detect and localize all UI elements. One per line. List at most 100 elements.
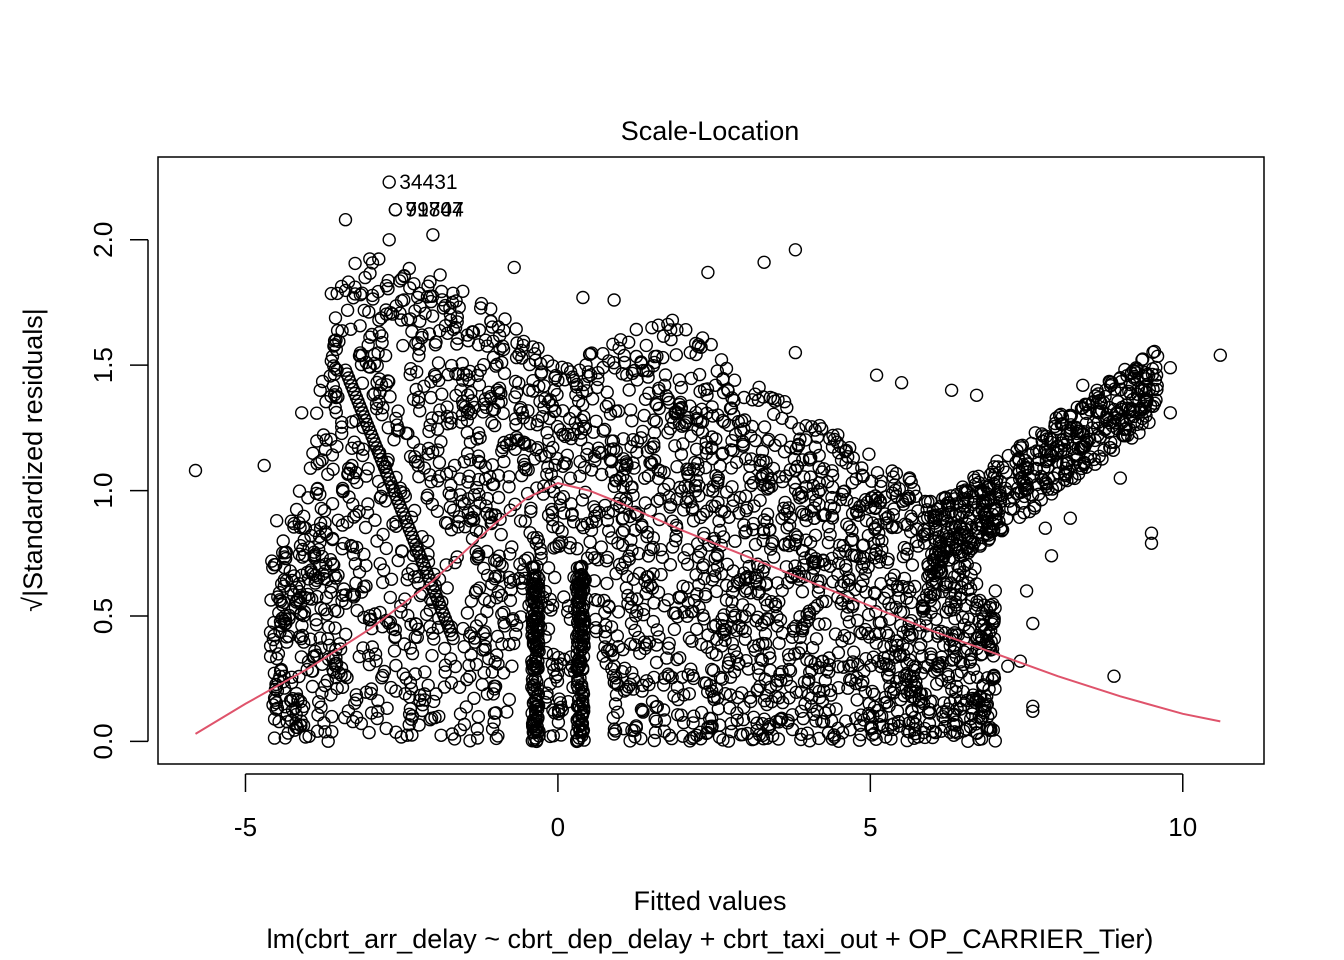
outlier-point: [1138, 366, 1153, 380]
data-point: [705, 711, 719, 726]
data-point: [570, 595, 584, 609]
data-point: [529, 443, 543, 457]
data-point: [1049, 480, 1063, 494]
data-point: [714, 567, 729, 581]
data-point: [467, 691, 481, 705]
data-point: [739, 452, 753, 466]
data-point: [679, 323, 693, 337]
data-point: [853, 718, 867, 732]
data-point: [444, 478, 458, 492]
data-point: [715, 672, 729, 686]
data-point: [361, 497, 375, 511]
data-point: [739, 524, 753, 538]
data-point: [626, 488, 640, 503]
data-point: [331, 604, 345, 619]
data-point: [357, 580, 371, 594]
data-point: [463, 734, 477, 748]
outlier-point: [576, 290, 590, 305]
data-point: [412, 390, 426, 404]
data-point: [521, 404, 535, 418]
data-point: [315, 686, 329, 700]
data-point: [469, 552, 484, 566]
data-point: [543, 445, 557, 459]
data-point: [811, 574, 825, 588]
data-point: [525, 577, 539, 591]
data-point: [382, 616, 396, 630]
data-point: [516, 338, 530, 353]
data-point: [412, 348, 426, 363]
data-point: [951, 559, 965, 574]
data-point: [628, 730, 642, 744]
data-point: [624, 480, 638, 495]
data-point: [755, 618, 769, 632]
data-point: [818, 673, 832, 688]
data-point: [975, 486, 989, 501]
data-point: [389, 515, 403, 529]
data-point: [763, 522, 777, 537]
data-point: [430, 504, 445, 518]
data-point: [473, 496, 487, 510]
data-point: [650, 494, 664, 508]
data-point: [327, 339, 341, 353]
data-point: [561, 605, 575, 619]
data-point: [1061, 455, 1075, 470]
data-point: [491, 585, 506, 599]
data-point: [380, 701, 394, 715]
data-point: [765, 537, 779, 551]
data-point: [1000, 511, 1014, 526]
data-point: [438, 298, 452, 313]
outlier-point: [295, 406, 309, 420]
data-point: [440, 409, 454, 424]
data-point: [336, 481, 350, 496]
data-point: [693, 384, 707, 399]
data-point: [618, 555, 632, 569]
data-point: [503, 433, 517, 448]
data-point: [755, 653, 770, 667]
data-point: [468, 585, 483, 600]
data-point: [796, 507, 811, 522]
data-point: [503, 547, 517, 561]
data-point: [651, 384, 666, 398]
data-point: [325, 725, 339, 739]
data-point: [638, 471, 652, 485]
data-point: [372, 326, 387, 340]
data-point: [413, 299, 427, 314]
data-point: [425, 648, 439, 663]
data-point: [882, 699, 896, 713]
data-point: [631, 630, 646, 645]
data-point: [930, 663, 945, 677]
data-point: [280, 708, 294, 722]
data-point: [773, 433, 788, 447]
data-point: [767, 407, 781, 421]
data-point: [278, 700, 292, 714]
data-point: [676, 437, 690, 451]
data-point: [726, 493, 741, 507]
data-point: [750, 716, 764, 730]
data-point: [753, 453, 767, 468]
data-point: [528, 723, 542, 737]
data-point: [487, 402, 502, 417]
data-point: [694, 705, 709, 720]
data-point: [861, 626, 875, 641]
data-point: [650, 623, 664, 637]
data-point: [1024, 436, 1039, 451]
outlier-point: [701, 265, 715, 280]
data-point: [611, 605, 626, 619]
data-point: [677, 688, 691, 702]
data-point: [419, 607, 434, 622]
data-point: [1066, 441, 1080, 455]
data-point: [689, 568, 703, 582]
data-point: [925, 694, 940, 708]
data-point: [1043, 431, 1057, 446]
data-point: [600, 513, 615, 528]
data-point: [681, 543, 695, 557]
data-point: [581, 441, 595, 456]
data-point: [900, 591, 914, 605]
data-point: [1028, 499, 1042, 513]
data-point: [690, 537, 705, 551]
data-point: [963, 655, 977, 669]
data-point: [829, 702, 843, 716]
data-point: [782, 501, 796, 515]
data-point: [370, 359, 384, 373]
data-point: [264, 593, 278, 607]
